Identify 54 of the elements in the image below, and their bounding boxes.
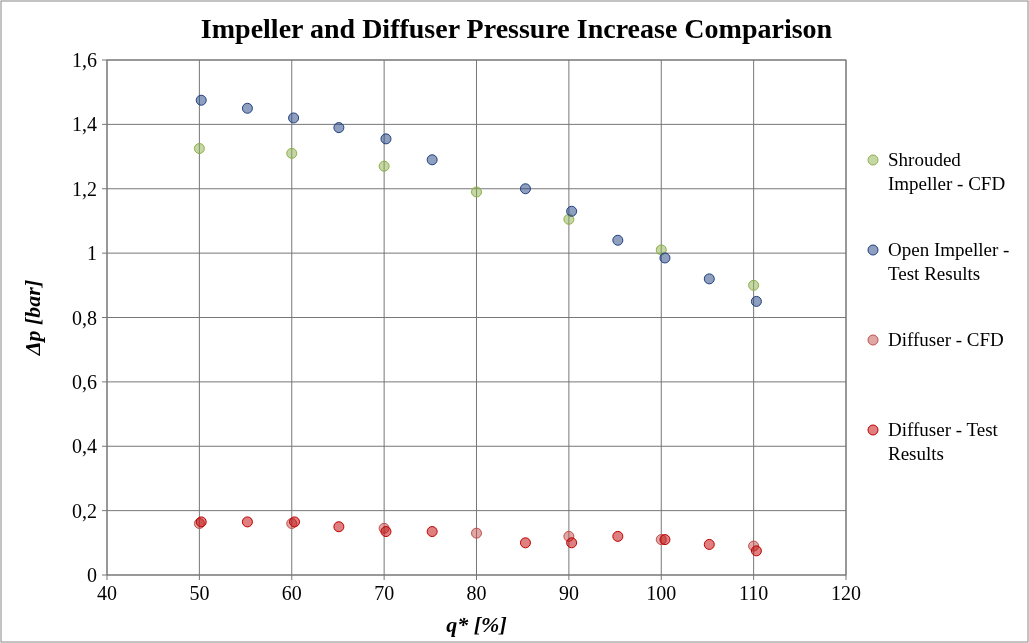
- point: [703, 538, 715, 550]
- point: [333, 122, 345, 134]
- point: [193, 143, 205, 155]
- y-tick-label: 1,2: [72, 177, 97, 200]
- point: [566, 537, 578, 549]
- x-tick-label: 80: [466, 582, 487, 604]
- point: [566, 205, 578, 217]
- y-tick-label: 0,2: [72, 499, 97, 522]
- x-tick-label: 120: [831, 582, 861, 604]
- y-tick-label: 1: [87, 242, 97, 265]
- x-tick-label: 50: [189, 582, 210, 604]
- x-tick-label: 40: [97, 582, 117, 604]
- y-tick-label: 0: [87, 564, 97, 586]
- point: [333, 521, 345, 533]
- x-tick-label: 70: [374, 582, 395, 604]
- point: [241, 102, 253, 114]
- point: [519, 183, 531, 195]
- point: [286, 147, 298, 159]
- point: [750, 295, 762, 307]
- point: [703, 273, 715, 285]
- point: [426, 154, 438, 166]
- point: [612, 530, 624, 542]
- y-tick-label: 1,6: [72, 49, 97, 71]
- legend-label: Open Impeller - Test Results: [888, 239, 1010, 284]
- legend-label: Shrouded Impeller - CFD: [888, 149, 1006, 194]
- chart-title: Impeller and Diffuser Pressure Increase Comparison: [200, 13, 833, 44]
- point: [655, 244, 667, 256]
- legend-label: Diffuser - CFD: [888, 329, 1004, 350]
- point: [471, 186, 482, 198]
- point: [241, 516, 253, 528]
- y-tick-label: 1,4: [72, 113, 97, 136]
- x-axis-title: q* [%]: [446, 612, 507, 637]
- point: [612, 234, 624, 246]
- x-tick-label: 60: [281, 582, 302, 604]
- point: [659, 252, 671, 264]
- point: [659, 534, 671, 546]
- y-tick-label: 0,8: [72, 306, 97, 329]
- y-tick-label: 0,6: [72, 370, 97, 393]
- point: [195, 94, 207, 106]
- legend-label: Diffuser - Test Results: [888, 419, 999, 464]
- x-tick-label: 90: [558, 582, 579, 604]
- x-tick-label: 100: [646, 582, 677, 604]
- point: [750, 545, 762, 557]
- x-tick-label: 110: [738, 582, 769, 604]
- point: [519, 537, 531, 549]
- y-axis-title: Δp [bar]: [20, 279, 45, 357]
- point: [288, 112, 300, 124]
- point: [471, 527, 482, 539]
- point: [378, 160, 390, 172]
- point: [426, 526, 438, 538]
- point: [748, 279, 760, 291]
- y-tick-label: 0,4: [72, 435, 97, 458]
- point: [380, 133, 392, 145]
- point: [380, 526, 392, 538]
